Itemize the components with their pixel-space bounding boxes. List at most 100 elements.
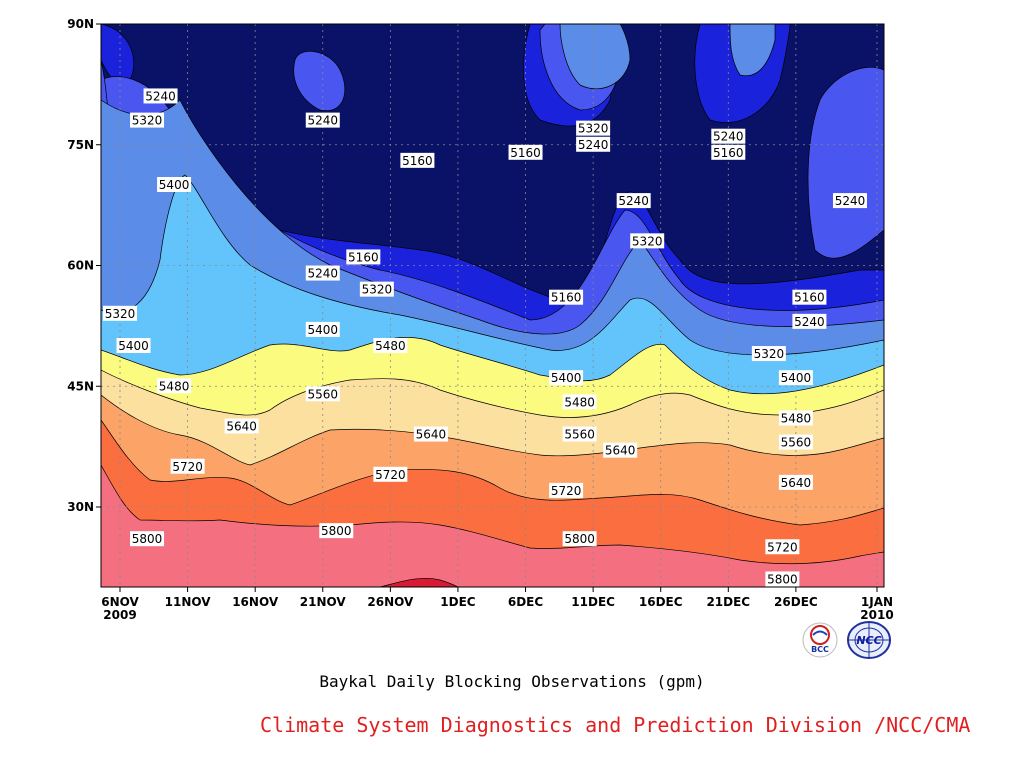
contour-label-box (751, 346, 786, 362)
plot-area (101, 24, 884, 587)
contour-label-box (778, 434, 813, 450)
filled-contour-bands (101, 24, 884, 587)
contour-label: 5240 (832, 193, 867, 209)
x-tick-label: 2009 (103, 608, 136, 622)
contour-label: 5800 (130, 531, 165, 547)
contour-label: 5320 (751, 346, 786, 362)
contour-label-text: 5560 (564, 428, 595, 442)
contour-label: 5320 (359, 281, 394, 297)
contour-label-text: 5800 (564, 532, 595, 546)
y-tick-label: 30N (67, 500, 94, 514)
ncc-logo-text: NCC (856, 634, 881, 647)
contour-label-text: 5640 (226, 420, 257, 434)
contour-label-box (711, 144, 746, 160)
contour-label-box (359, 281, 394, 297)
contour-label-text: 5160 (713, 146, 744, 160)
contour-label-box (630, 233, 665, 249)
contour-label: 5560 (562, 426, 597, 442)
contour-band (293, 51, 346, 111)
contour-label-box (305, 386, 340, 402)
x-tick-label: 21NOV (300, 595, 347, 609)
bcc-logo-icon: BCC (802, 622, 838, 658)
contour-labels: 5240 5320 5400 5320 5400 5480 5640 5720 5800 5240… (103, 88, 867, 587)
contour-label: 5240 (792, 313, 827, 329)
contour-label-box (130, 112, 165, 128)
contour-label-text: 5720 (551, 484, 582, 498)
contour-label: 5640 (778, 474, 813, 490)
x-tick-label: 11NOV (165, 595, 212, 609)
contour-label-text: 5400 (159, 178, 190, 192)
contour-label-box (792, 313, 827, 329)
contour-band (729, 24, 776, 77)
x-tick-label: 6DEC (508, 595, 544, 609)
contour-label-text: 5320 (362, 283, 393, 297)
contour-label: 5320 (630, 233, 665, 249)
contour-label-text: 5480 (375, 339, 406, 353)
x-tick-label: 6NOV (101, 595, 139, 609)
x-tick-label: 11DEC (571, 595, 615, 609)
contour-label: 5800 (319, 523, 354, 539)
contour-label-box (157, 177, 192, 192)
contour-label-text: 5560 (307, 387, 338, 401)
contour-label-box (765, 539, 800, 555)
x-tick-label: 1JAN (861, 595, 893, 609)
contour-label-text: 5400 (307, 323, 338, 337)
contour-label-box (778, 370, 813, 386)
x-tick-label: 16NOV (232, 595, 279, 609)
contour-label: 5240 (576, 136, 611, 152)
contour-label-box (305, 321, 340, 337)
contour-label-text: 5720 (375, 468, 406, 482)
contour-label: 5800 (562, 531, 597, 547)
contour-label: 5320 (576, 120, 611, 136)
contour-label: 5400 (549, 370, 584, 386)
contour-label: 5400 (778, 370, 813, 386)
contour-label: 5640 (413, 426, 448, 442)
contour-label-text: 5560 (781, 436, 812, 450)
contour-label-box (224, 418, 259, 434)
contour-label: 5560 (778, 434, 813, 450)
contour-label: 5480 (562, 394, 597, 410)
contour-label-text: 5240 (307, 267, 338, 281)
plot-frame (100, 23, 885, 588)
contour-label-box (170, 458, 205, 474)
contour-label-text: 5400 (551, 371, 582, 385)
contour-label-box (413, 426, 448, 442)
contour-label-box (103, 305, 137, 321)
bcc-logo-text: BCC (811, 645, 829, 654)
contour-label-text: 5480 (564, 395, 595, 409)
contour-label: 5400 (157, 177, 192, 192)
x-tick-label: 21DEC (706, 595, 750, 609)
ncc-logo-icon: NCC (847, 621, 891, 659)
contour-band (807, 67, 884, 259)
contour-label-box (616, 193, 651, 209)
contour-label-text: 5240 (835, 194, 866, 208)
contour-label-text: 5240 (578, 138, 609, 152)
contour-label-text: 5240 (307, 114, 338, 128)
contour-label-box (778, 474, 813, 490)
contour-label-box (508, 144, 543, 160)
contour-label-text: 5800 (132, 532, 163, 546)
contour-label-text: 5720 (172, 460, 203, 474)
contour-label-text: 5160 (794, 291, 825, 305)
contour-label-text: 5320 (754, 347, 785, 361)
contour-label: 5640 (603, 442, 638, 458)
contour-band (559, 24, 631, 90)
contour-label-box (562, 426, 597, 442)
contour-label-text: 5640 (781, 476, 812, 490)
contour-label-text: 5320 (105, 307, 136, 321)
contour-label-text: 5320 (132, 114, 163, 128)
contour-label: 5400 (305, 321, 340, 337)
contour-label-box (143, 88, 178, 104)
contour-label: 5480 (778, 410, 813, 426)
contour-label-text: 5320 (578, 122, 609, 136)
contour-label: 5240 (143, 88, 178, 104)
contour-label: 5800 (765, 571, 800, 587)
x-tick-label: 26NOV (367, 595, 414, 609)
contour-label-box (711, 128, 746, 144)
contour-label-box (562, 394, 597, 410)
contour-label: 5160 (549, 289, 584, 305)
contour-label-box (832, 193, 867, 209)
contour-label-box (319, 523, 354, 539)
contour-label-text: 5640 (416, 428, 447, 442)
